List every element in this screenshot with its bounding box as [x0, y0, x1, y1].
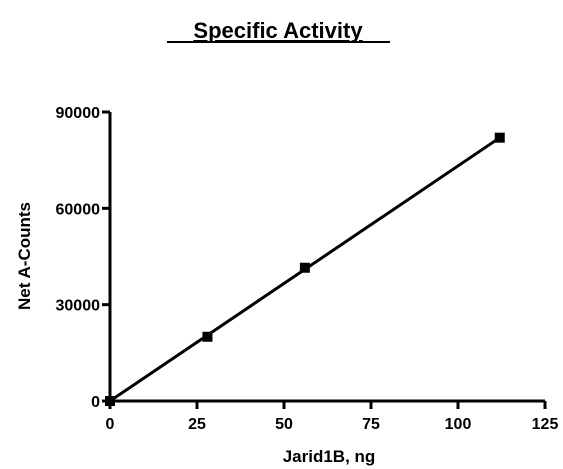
y-tick-label: 90000: [56, 105, 101, 122]
y-axis-ticks: 0 30000 60000 90000: [56, 105, 110, 411]
axes: [108, 112, 545, 403]
y-tick-label: 0: [91, 394, 100, 411]
data-point: [494, 132, 505, 143]
y-tick-label: 60000: [56, 201, 101, 218]
data-point: [202, 331, 213, 342]
chart-title: Specific Activity: [193, 18, 363, 43]
x-axis-title: Jarid1B, ng: [283, 447, 376, 466]
x-tick-label: 0: [106, 416, 115, 433]
x-tick-label: 125: [532, 416, 559, 433]
data-point: [105, 396, 115, 406]
x-tick-label: 75: [362, 416, 380, 433]
x-tick-label: 25: [188, 416, 206, 433]
y-axis-title: Net A-Counts: [15, 202, 34, 310]
data-point: [299, 262, 310, 273]
x-axis-ticks: 0 25 50 75 100 125: [106, 401, 559, 433]
x-tick-label: 100: [445, 416, 472, 433]
y-tick-label: 30000: [56, 298, 101, 315]
x-tick-label: 50: [275, 416, 293, 433]
data-points: [105, 132, 505, 406]
